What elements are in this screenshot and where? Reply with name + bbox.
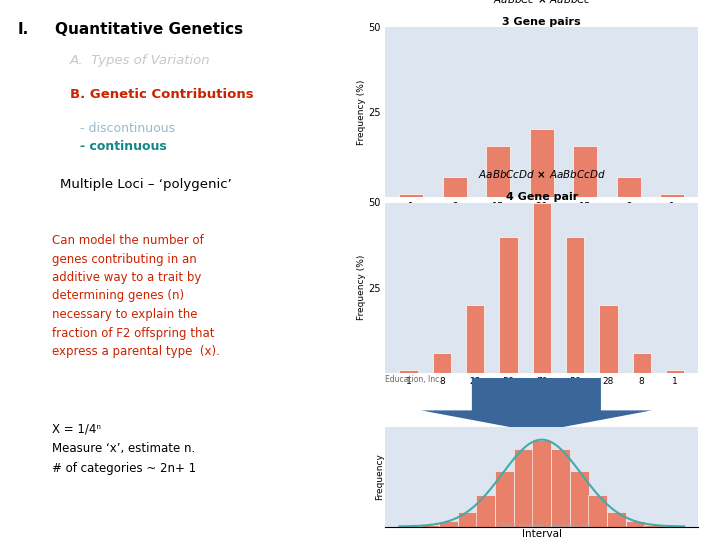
Bar <box>588 495 607 526</box>
Text: $\it{AaBbCc}$ × $\it{AaBbCc}$: $\it{AaBbCc}$ × $\it{AaBbCc}$ <box>492 0 591 5</box>
Y-axis label: Frequency (%): Frequency (%) <box>357 79 366 145</box>
Y-axis label: Frequency: Frequency <box>375 453 384 500</box>
X-axis label: Interval: Interval <box>522 529 562 539</box>
Bar <box>570 471 588 526</box>
Bar <box>660 194 684 197</box>
Bar <box>466 305 485 373</box>
Bar <box>666 370 684 373</box>
Bar <box>551 449 570 526</box>
Text: A.  Types of Variation: A. Types of Variation <box>70 54 211 67</box>
Bar <box>477 495 495 526</box>
Title: 3 Gene pairs: 3 Gene pairs <box>503 17 581 27</box>
Title: 4 Gene pair: 4 Gene pair <box>505 192 578 202</box>
Text: ©2016 Pearson Education, Inc.: ©2016 Pearson Education, Inc. <box>495 523 593 528</box>
Text: Can model the number of
genes contributing in an
additive way to a trait by
dete: Can model the number of genes contributi… <box>52 234 220 358</box>
Bar <box>458 512 477 526</box>
Bar <box>530 129 554 197</box>
Text: Multiple Loci – ‘polygenic’: Multiple Loci – ‘polygenic’ <box>60 178 232 191</box>
Text: X = 1/4ⁿ
Measure ‘x’, estimate n.
# of categories ~ 2n+ 1: X = 1/4ⁿ Measure ‘x’, estimate n. # of c… <box>52 422 196 475</box>
Text: - continuous: - continuous <box>80 140 167 153</box>
Bar <box>400 370 418 373</box>
Bar <box>644 525 663 526</box>
Bar <box>532 440 552 526</box>
Bar <box>487 146 510 197</box>
Bar <box>495 471 514 526</box>
Bar <box>443 177 467 197</box>
Bar <box>433 353 451 373</box>
Bar <box>633 353 651 373</box>
Bar <box>599 305 618 373</box>
Y-axis label: Frequency (%): Frequency (%) <box>357 255 366 320</box>
Bar <box>439 521 458 526</box>
Bar <box>626 521 644 526</box>
Bar <box>566 237 584 373</box>
Bar <box>573 146 597 197</box>
Text: B. Genetic Contributions: B. Genetic Contributions <box>70 88 253 101</box>
Bar <box>420 525 439 526</box>
Text: Education, Inc.: Education, Inc. <box>385 375 442 384</box>
Bar <box>513 449 533 526</box>
Polygon shape <box>421 378 652 432</box>
Text: - discontinuous: - discontinuous <box>80 122 175 135</box>
Bar <box>617 177 641 197</box>
Bar <box>400 194 423 197</box>
Text: I.: I. <box>18 22 30 37</box>
Text: $\it{AaBbCcDd}$ × $\it{AaBbCcDd}$: $\it{AaBbCcDd}$ × $\it{AaBbCcDd}$ <box>478 168 606 180</box>
Bar <box>607 512 626 526</box>
Bar <box>533 202 551 373</box>
Text: Quantitative Genetics: Quantitative Genetics <box>55 22 243 37</box>
Bar <box>500 237 518 373</box>
